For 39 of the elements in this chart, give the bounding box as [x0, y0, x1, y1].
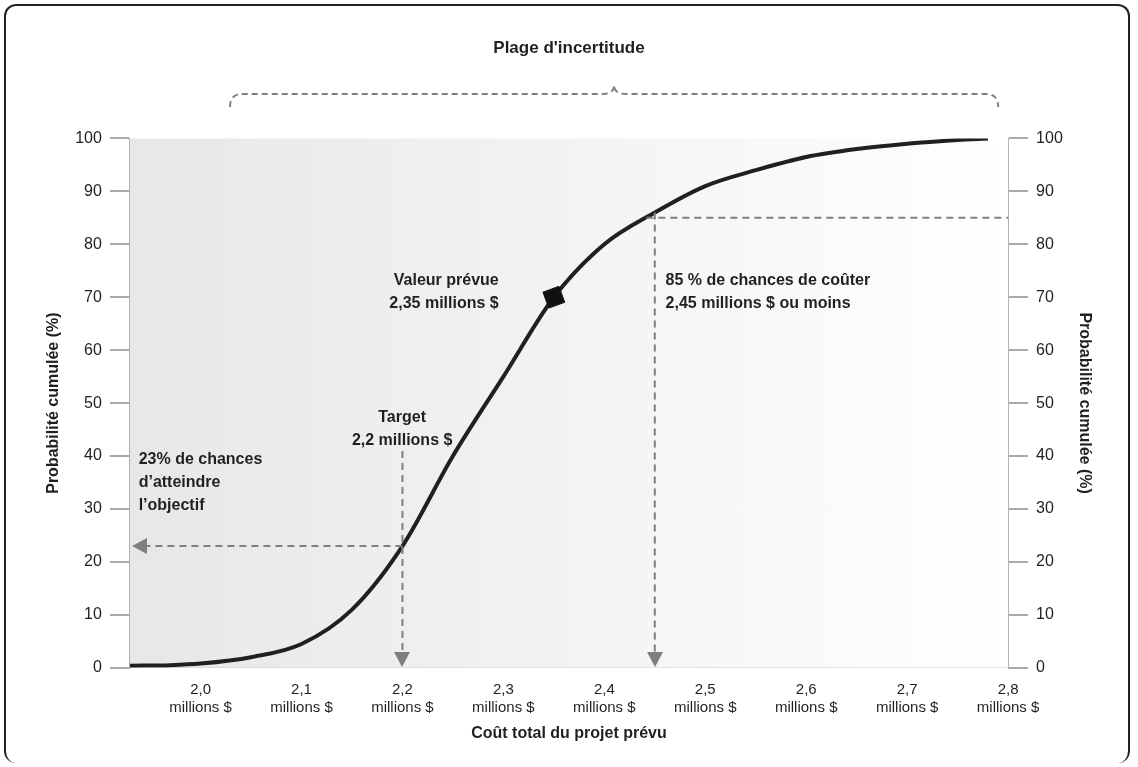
- annotation: 85 % de chances de coûter 2,45 millions $ ou moins: [665, 270, 871, 311]
- x-tick-label: 2,0 millions $: [169, 679, 233, 715]
- y-tick-label: 40: [84, 446, 102, 464]
- y-tick-label: 60: [84, 340, 102, 358]
- x-axis-title: Coût total du projet prévu: [471, 723, 667, 741]
- y2-tick-label: 70: [1036, 287, 1054, 305]
- y-tick-label: 80: [84, 234, 102, 252]
- annotation: Valeur prévue 2,35 millions $: [389, 270, 499, 311]
- x-tick-label: 2,5 millions $: [674, 679, 738, 715]
- x-tick-label: 2,4 millions $: [573, 679, 637, 715]
- y-axis-title: Probabilité cumulée (%): [44, 312, 62, 494]
- x-tick-label: 2,1 millions $: [270, 679, 334, 715]
- x-tick-label: 2,6 millions $: [774, 679, 839, 715]
- y2-tick-label: 40: [1036, 446, 1054, 464]
- y-tick-label: 10: [84, 605, 102, 623]
- y2-axis-title: Probabilité cumulée (%): [1076, 312, 1094, 494]
- y2-tick-label: 90: [1036, 181, 1054, 199]
- y-tick-label: 100: [75, 128, 102, 146]
- y2-tick-label: 10: [1036, 605, 1054, 623]
- y2-tick-label: 50: [1036, 393, 1054, 411]
- y2-tick-label: 20: [1036, 552, 1054, 570]
- y-tick-label: 50: [84, 393, 102, 411]
- y-tick-label: 70: [84, 287, 102, 305]
- annotation: Target 2,2 millions $: [351, 408, 453, 449]
- y-tick-label: 30: [84, 499, 102, 517]
- y2-tick-label: 60: [1036, 340, 1054, 358]
- y2-tick-label: 0: [1036, 658, 1046, 676]
- y2-tick-label: 80: [1036, 234, 1054, 252]
- y2-tick-label: 100: [1036, 128, 1063, 146]
- x-tick-label: 2,7 millions $: [875, 679, 940, 715]
- y-tick-label: 90: [84, 181, 102, 199]
- x-tick-label: 2,2 millions $: [371, 679, 435, 715]
- chart-title: Plage d'incertitude: [493, 37, 645, 57]
- x-tick-label: 2,3 millions $: [472, 679, 536, 715]
- annotation: 23% de chances d’atteindre l’objectif: [138, 449, 263, 513]
- x-tick-label: 2,8 millions $: [976, 679, 1041, 715]
- y-tick-label: 0: [92, 658, 102, 676]
- y2-tick-label: 30: [1036, 499, 1054, 517]
- y-tick-label: 20: [84, 552, 102, 570]
